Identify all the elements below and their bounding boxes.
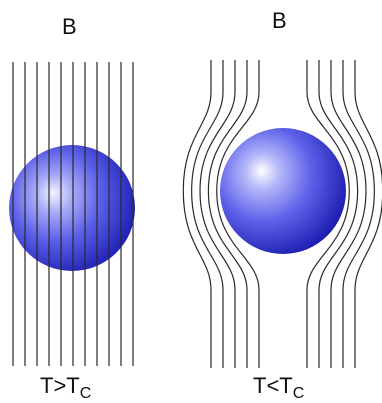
right-field-line-9 [342, 60, 375, 368]
right-field-line-6 [306, 60, 350, 368]
left-sphere [9, 145, 135, 271]
right-field-line-1 [182, 60, 212, 368]
right-field-line-4 [207, 60, 248, 368]
right-field-line-8 [330, 60, 367, 368]
right-field-line-5 [216, 60, 260, 368]
right-temperature-text: T<T [253, 373, 293, 398]
left-temperature-subscript: C [79, 385, 92, 402]
right-temperature-subscript: C [292, 385, 305, 402]
right-field-line-3 [199, 60, 236, 368]
left-field-lines [12, 62, 134, 366]
right-field-line-10 [354, 60, 382, 368]
right-temperature-label: T<TC [253, 373, 304, 402]
right-field-label: B [272, 8, 287, 33]
right-field-line-2 [191, 60, 224, 368]
left-panel-normal-state [9, 62, 135, 366]
right-field-lines [182, 60, 382, 368]
right-field-line-7 [318, 60, 359, 368]
left-temperature-text: T>T [40, 373, 80, 398]
right-panel-superconducting-state [182, 60, 382, 368]
left-temperature-label: T>TC [40, 373, 91, 402]
right-sphere [220, 128, 346, 254]
left-field-label: B [62, 14, 77, 39]
